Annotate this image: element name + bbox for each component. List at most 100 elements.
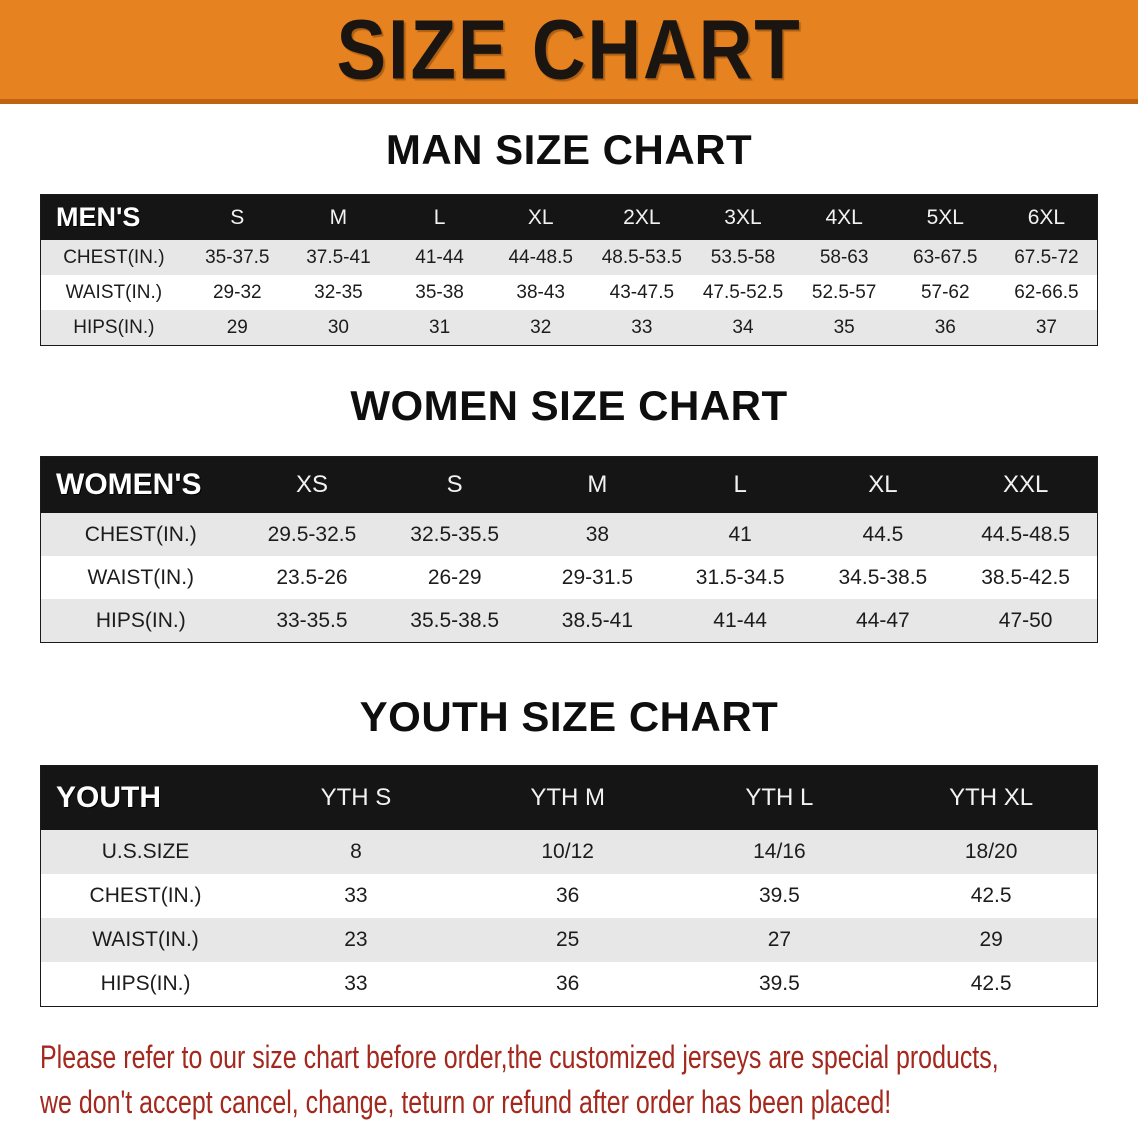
size-value-cell: 38.5-41 xyxy=(561,608,634,632)
size-value-cell: 48.5-53.5 xyxy=(601,246,682,268)
women-size-table: WOMEN'S XS S M L XL XXL CHEST(IN.) 29.5-32.5 32.5… xyxy=(40,456,1098,643)
size-value-cell: 42.5 xyxy=(970,884,1012,907)
size-value-cell: 41-44 xyxy=(713,608,767,632)
size-value-cell: 29-31.5 xyxy=(561,565,634,589)
size-value-cell: 29.5-32.5 xyxy=(267,522,357,546)
measurement-row: HIPS(IN.) 33 36 39.5 42.5 xyxy=(41,962,1097,1006)
row-label: WAIST(IN.) xyxy=(87,565,195,589)
size-column-header: XS xyxy=(295,471,328,498)
size-value-cell: 44-47 xyxy=(856,608,910,632)
size-value-cell: 43-47.5 xyxy=(609,281,675,303)
size-column-header: YTH M xyxy=(530,784,605,811)
youth-section-heading: YOUTH SIZE CHART xyxy=(359,693,779,740)
size-value-cell: 33-35.5 xyxy=(276,608,348,632)
size-value-cell: 37.5-41 xyxy=(306,246,371,268)
measurement-row: CHEST(IN.) 29.5-32.5 32.5-35.5 38 41 44.5 44.5… xyxy=(41,513,1097,556)
size-value-cell: 62-66.5 xyxy=(1014,281,1079,303)
footer-note-line-1: Please refer to our size chart before or… xyxy=(40,1039,999,1075)
size-value-cell: 35.5-38.5 xyxy=(410,608,500,632)
size-value-cell: 63-67.5 xyxy=(913,246,978,268)
size-value-cell: 25 xyxy=(555,928,580,951)
size-value-cell: 47-50 xyxy=(998,608,1053,632)
measurement-row: HIPS(IN.) 33-35.5 35.5-38.5 38.5-41 41-44 44-… xyxy=(41,599,1097,642)
size-value-cell: 35-37.5 xyxy=(205,246,270,268)
women-section-heading: WOMEN SIZE CHART xyxy=(350,382,788,429)
size-value-cell: 39.5 xyxy=(758,884,800,907)
size-value-cell: 36 xyxy=(555,884,580,907)
measurement-row: WAIST(IN.) 29-32 32-35 35-38 38-43 43-47.5 47.… xyxy=(41,275,1097,310)
size-column-header: 2XL xyxy=(623,205,661,229)
table-title-cell: WOMEN'S xyxy=(56,468,202,501)
size-value-cell: 38.5-42.5 xyxy=(981,565,1070,589)
size-value-cell: 41-44 xyxy=(415,246,464,268)
size-column-header: 3XL xyxy=(724,205,762,229)
size-value-cell: 37 xyxy=(1035,316,1057,338)
size-value-cell: 32-35 xyxy=(314,281,363,303)
size-value-cell: 58-63 xyxy=(819,246,869,268)
size-column-header: M xyxy=(329,205,348,229)
measurement-row: WAIST(IN.) 23 25 27 29 xyxy=(41,918,1097,962)
measurement-row: U.S.SIZE 8 10/12 14/16 18/20 xyxy=(41,830,1097,874)
row-label: CHEST(IN.) xyxy=(89,884,202,907)
row-label: HIPS(IN.) xyxy=(73,316,155,338)
size-value-cell: 29-32 xyxy=(212,281,262,303)
size-value-cell: 33 xyxy=(344,884,368,907)
size-value-cell: 44-48.5 xyxy=(508,246,573,268)
size-value-cell: 26-29 xyxy=(427,565,482,589)
table-title-cell: MEN'S xyxy=(56,202,141,232)
size-value-cell: 36 xyxy=(934,316,956,338)
size-value-cell: 47.5-52.5 xyxy=(702,281,784,303)
row-label: WAIST(IN.) xyxy=(65,281,163,303)
size-value-cell: 23.5-26 xyxy=(276,565,348,589)
size-column-header: XL xyxy=(868,471,898,498)
size-value-cell: 29 xyxy=(226,316,248,338)
size-value-cell: 32.5-35.5 xyxy=(410,522,500,546)
banner: SIZE CHART xyxy=(0,0,1138,104)
size-value-cell: 41 xyxy=(728,522,752,546)
size-value-cell: 34.5-38.5 xyxy=(838,565,928,589)
size-column-header: S xyxy=(446,471,463,498)
size-column-header: 4XL xyxy=(825,205,863,229)
measurement-row: HIPS(IN.) 29 30 31 32 33 34 35 36 37 xyxy=(41,310,1097,345)
size-column-header: XXL xyxy=(1002,471,1049,498)
measurement-row: CHEST(IN.) 35-37.5 37.5-41 41-44 44-48.5 48.5… xyxy=(41,240,1097,275)
size-column-header: L xyxy=(433,205,446,229)
size-value-cell: 32 xyxy=(530,316,552,338)
table-title-cell: YOUTH xyxy=(56,781,161,814)
size-value-cell: 35 xyxy=(833,316,855,338)
size-value-cell: 53.5-58 xyxy=(710,246,776,268)
size-column-header: YTH L xyxy=(745,784,814,811)
size-column-header: XL xyxy=(527,205,554,229)
size-value-cell: 18/20 xyxy=(964,840,1018,863)
size-value-cell: 31 xyxy=(429,316,451,338)
footer-note-line-2: we don't accept cancel, change, teturn o… xyxy=(40,1083,892,1120)
row-label: HIPS(IN.) xyxy=(100,972,191,995)
size-value-cell: 67.5-72 xyxy=(1014,246,1079,268)
size-column-header: M xyxy=(587,471,608,498)
size-column-header: S xyxy=(230,205,245,229)
size-value-cell: 44.5 xyxy=(862,522,904,546)
measurement-row: WAIST(IN.) 23.5-26 26-29 29-31.5 31.5-34.5 34… xyxy=(41,556,1097,599)
size-value-cell: 38 xyxy=(585,522,610,546)
size-column-header: 6XL xyxy=(1027,205,1066,229)
size-value-cell: 38-43 xyxy=(516,281,566,303)
size-value-cell: 35-38 xyxy=(415,281,464,303)
youth-size-table: YOUTH YTH S YTH M YTH L YTH XL U.S.SIZE 8 10/12… xyxy=(40,765,1098,1007)
size-value-cell: 52.5-57 xyxy=(811,281,877,303)
size-value-cell: 39.5 xyxy=(758,972,800,995)
size-value-cell: 31.5-34.5 xyxy=(695,565,785,589)
men-size-table: MEN'S S M L XL 2XL 3XL 4XL 5XL 6XL CHEST(IN.) 35-37… xyxy=(40,194,1098,346)
size-value-cell: 23 xyxy=(344,928,368,951)
row-label: CHEST(IN.) xyxy=(63,246,165,268)
size-value-cell: 57-62 xyxy=(920,281,970,303)
size-value-cell: 44.5-48.5 xyxy=(981,522,1070,546)
table-header-row: WOMEN'S XS S M L XL XXL xyxy=(41,457,1097,513)
size-value-cell: 30 xyxy=(327,316,349,338)
size-column-header: YTH XL xyxy=(949,784,1034,811)
size-value-cell: 34 xyxy=(732,316,754,338)
row-label: CHEST(IN.) xyxy=(84,522,197,546)
men-section-heading: MAN SIZE CHART xyxy=(385,126,753,173)
size-value-cell: 27 xyxy=(767,928,792,951)
size-value-cell: 36 xyxy=(555,972,580,995)
size-column-header: L xyxy=(733,471,747,498)
